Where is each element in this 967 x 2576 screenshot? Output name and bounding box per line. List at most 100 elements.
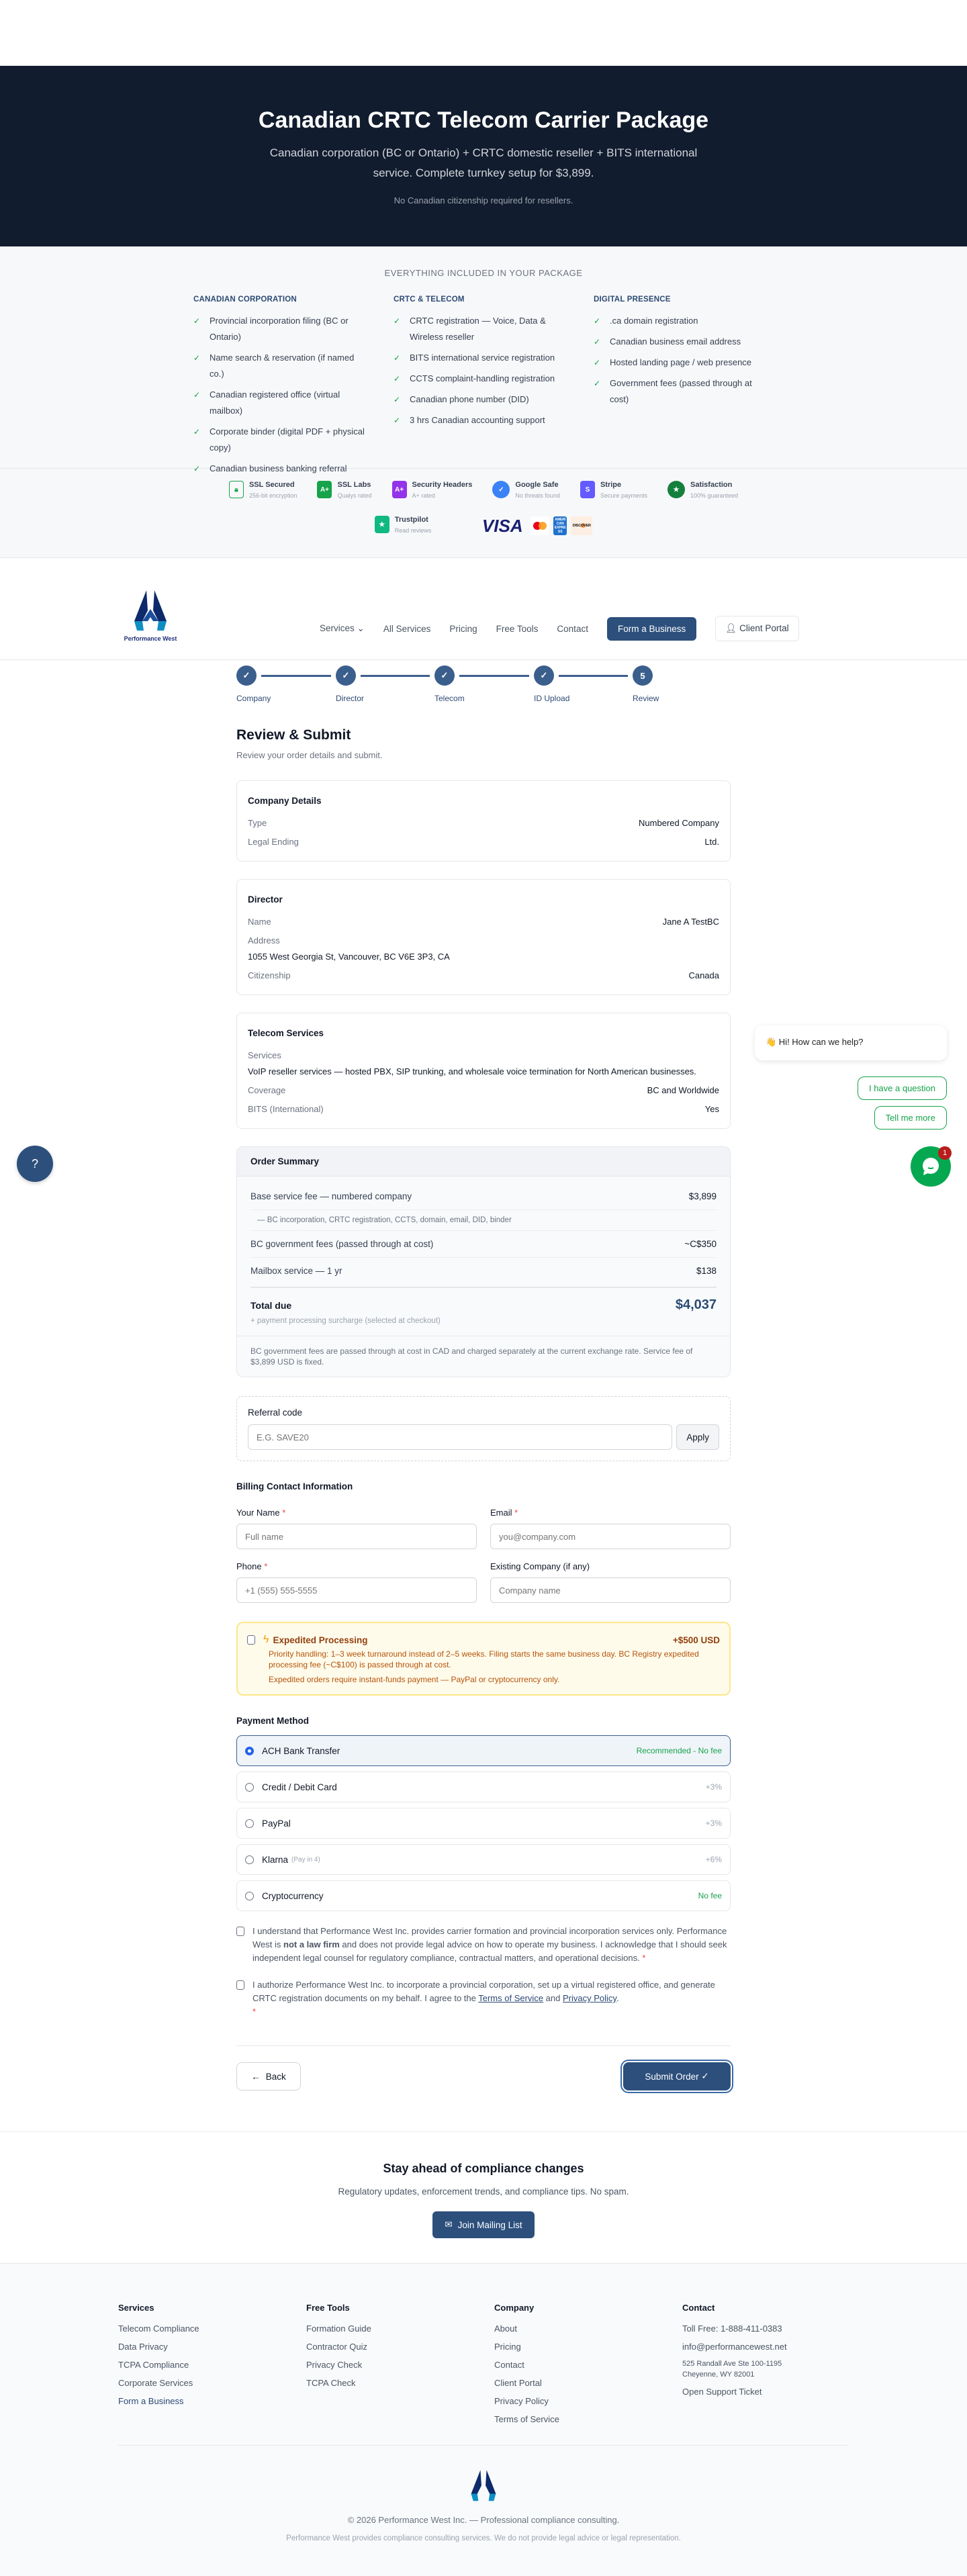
- help-button[interactable]: ?: [17, 1146, 53, 1182]
- trust-badges: 🔒︎ SSL Secured 256-bit encryption A+ SSL Lab…: [0, 468, 967, 558]
- footer-phone[interactable]: Toll Free: 1-888-411-0383: [682, 2324, 782, 2334]
- expedited-checkbox[interactable]: [247, 1635, 255, 1645]
- form-actions: ← Back Submit Order ✓: [236, 2045, 731, 2118]
- existing-company-input[interactable]: [490, 1577, 731, 1603]
- legal-ending-value: Ltd.: [704, 837, 719, 847]
- total-amount: $4,037: [675, 1297, 717, 1312]
- services-value: VoIP reseller services — hosted PBX, SIP…: [248, 1066, 696, 1076]
- apply-referral-button[interactable]: Apply: [676, 1424, 719, 1450]
- footer-link[interactable]: Client Portal: [494, 2378, 542, 2388]
- order-summary-title: Order Summary: [237, 1147, 730, 1177]
- newsletter-title: Stay ahead of compliance changes: [383, 2162, 584, 2175]
- package-columns: CANADIAN CORPORATION ✓ Provincial incorpor…: [193, 295, 798, 481]
- back-button[interactable]: ← Back: [236, 2062, 301, 2090]
- radio-button[interactable]: [245, 1782, 254, 1792]
- step-telecom[interactable]: ✓ Telecom: [418, 665, 471, 703]
- chat-icon: [923, 1158, 939, 1175]
- review-form: Review & Submit Review your order detail…: [236, 727, 731, 2118]
- footer-link[interactable]: Privacy Check: [306, 2360, 363, 2370]
- total-due: Total due $4,037: [250, 1287, 717, 1317]
- telecom-services-card: Telecom Services Services VoIP reseller …: [236, 1013, 731, 1129]
- name-input[interactable]: [236, 1524, 477, 1549]
- submit-order-button[interactable]: Submit Order ✓: [623, 2062, 731, 2090]
- nav-pricing[interactable]: Pricing: [449, 623, 477, 634]
- trustpilot-badge[interactable]: ★ Trustpilot Read reviews: [374, 516, 431, 536]
- step-id-upload[interactable]: ✓ ID Upload: [517, 665, 571, 703]
- payment-option[interactable]: ACH Bank Transfer Recommended - No fee: [236, 1735, 731, 1766]
- radio-button[interactable]: [245, 1855, 254, 1864]
- footer-link[interactable]: Privacy Policy: [494, 2396, 549, 2406]
- discover-logo-text: DISCOVER: [572, 524, 591, 528]
- step-connector: [261, 675, 331, 677]
- trustpilot-title: Trustpilot: [394, 516, 428, 524]
- nav-all-services[interactable]: All Services: [383, 623, 431, 634]
- footer-address-1: 525 Randall Ave Ste 100-1195: [682, 2360, 782, 2368]
- radio-button[interactable]: [245, 1891, 254, 1900]
- privacy-link[interactable]: Privacy Policy: [562, 1993, 616, 2003]
- payment-option[interactable]: Credit / Debit Card +3%: [236, 1772, 731, 1802]
- phone-input[interactable]: [236, 1577, 477, 1603]
- payment-option[interactable]: Klarna (Pay in 4) +6%: [236, 1844, 731, 1875]
- footer-link[interactable]: Contractor Quiz: [306, 2342, 368, 2352]
- footer-link[interactable]: Pricing: [494, 2342, 521, 2352]
- footer-link[interactable]: Corporate Services: [118, 2378, 193, 2388]
- footer-link[interactable]: TCPA Check: [306, 2378, 356, 2388]
- check-icon: ✓: [701, 2071, 709, 2081]
- field-label: Services: [248, 1050, 281, 1060]
- footer-link[interactable]: Terms of Service: [494, 2414, 559, 2424]
- grade-icon: S: [580, 481, 595, 498]
- referral-code-input[interactable]: [248, 1424, 673, 1450]
- field-label: Address: [248, 935, 280, 946]
- form-business-button[interactable]: Form a Business: [606, 616, 697, 641]
- nav-contact[interactable]: Contact: [557, 623, 588, 634]
- referral-section: Referral code Apply: [236, 1396, 731, 1461]
- step-company[interactable]: ✓ Company: [220, 665, 273, 703]
- mail-icon: ✉: [445, 2219, 453, 2229]
- terms-link[interactable]: Terms of Service: [478, 1993, 544, 2003]
- footer-link[interactable]: Contact: [494, 2360, 524, 2370]
- footer-link[interactable]: About: [494, 2324, 517, 2334]
- check-icon: ✓: [394, 316, 401, 326]
- authorize-checkbox[interactable]: [236, 1980, 244, 1990]
- order-summary: Order Summary Base service fee — numbere…: [236, 1146, 731, 1377]
- join-mailing-list-button[interactable]: ✉ Join Mailing List: [432, 2211, 535, 2238]
- footer-link[interactable]: Telecom Compliance: [118, 2324, 199, 2334]
- step-director[interactable]: ✓ Director: [319, 665, 373, 703]
- nav-free-tools[interactable]: Free Tools: [496, 623, 539, 634]
- brand-logo[interactable]: Performance West: [120, 590, 181, 642]
- package-column: CANADIAN CORPORATION ✓ Provincial incorpor…: [193, 295, 394, 481]
- chat-tell-more-button[interactable]: Tell me more: [874, 1106, 947, 1130]
- payment-option[interactable]: Cryptocurrency No fee: [236, 1880, 731, 1911]
- amex-logo-text: AMERICAN EXPRESS: [554, 518, 566, 534]
- field-label: Citizenship: [248, 970, 291, 980]
- radio-button[interactable]: [245, 1746, 254, 1755]
- acknowledge-checkbox[interactable]: [236, 1927, 244, 1936]
- billing-fields: Your Name * Email * Phone * Existing Com…: [236, 1508, 731, 1603]
- nav-services[interactable]: Services ⌄: [320, 623, 365, 633]
- step-review[interactable]: 5 Review: [616, 665, 670, 703]
- card-title: Director: [248, 894, 283, 905]
- hero-note: No Canadian citizenship required for res…: [394, 195, 573, 205]
- trust-badge: A+ Security Headers A+ rated: [392, 481, 472, 501]
- brand-mark-icon: [134, 590, 167, 631]
- footer-link[interactable]: Form a Business: [118, 2396, 184, 2406]
- footer-email[interactable]: info@performancewest.net: [682, 2342, 787, 2352]
- package-heading: EVERYTHING INCLUDED IN YOUR PACKAGE: [384, 268, 583, 278]
- support-ticket-link[interactable]: Open Support Ticket: [682, 2387, 762, 2397]
- radio-button[interactable]: [245, 1819, 254, 1828]
- chat-question-button[interactable]: I have a question: [857, 1076, 947, 1100]
- footer-link[interactable]: Data Privacy: [118, 2342, 168, 2352]
- client-portal-button[interactable]: 👤︎ Client Portal: [715, 616, 799, 641]
- check-icon: ✓: [193, 390, 201, 400]
- included-item: ✓ Canadian registered office (virtual mai…: [193, 387, 367, 419]
- unread-badge: 1: [938, 1146, 952, 1160]
- package-inclusions: EVERYTHING INCLUDED IN YOUR PACKAGE CANA…: [0, 246, 967, 473]
- payment-option[interactable]: PayPal +3%: [236, 1808, 731, 1839]
- card-title: Company Details: [248, 796, 322, 806]
- footer-link[interactable]: Formation Guide: [306, 2324, 371, 2334]
- footer-link[interactable]: TCPA Compliance: [118, 2360, 189, 2370]
- expedited-processing-option[interactable]: ϟ Expedited Processing +$500 USD Priorit…: [236, 1622, 731, 1696]
- email-input[interactable]: [490, 1524, 731, 1549]
- amex-logo: AMERICAN EXPRESS: [553, 516, 567, 535]
- progress-stepper: ✓ Company ✓ Director ✓ Telecom ✓ ID Upload 5 Revi…: [0, 660, 967, 721]
